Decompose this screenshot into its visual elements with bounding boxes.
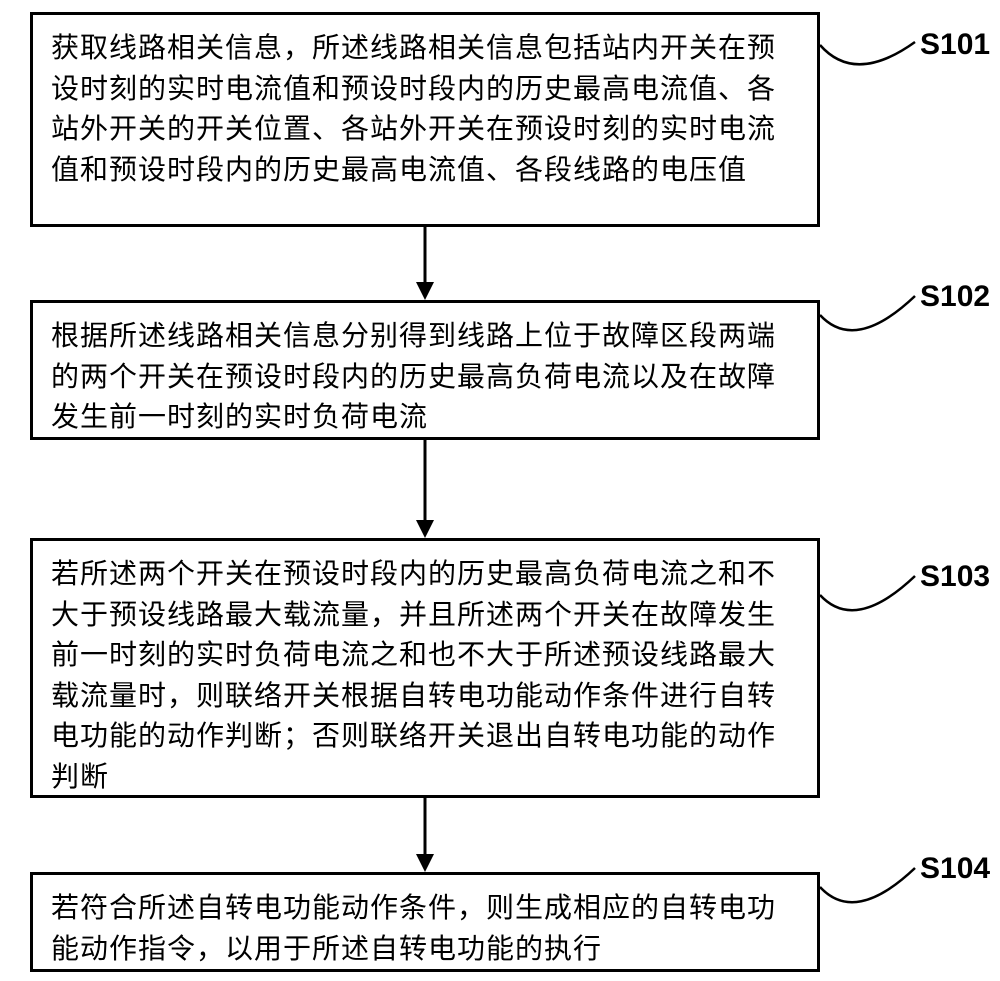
step-label-s103: S103 <box>920 560 990 594</box>
step-label-s101: S101 <box>920 28 990 62</box>
step-box-s102: 根据所述线路相关信息分别得到线路上位于故障区段两端的两个开关在预设时段内的历史最… <box>30 300 820 440</box>
step-box-s103: 若所述两个开关在预设时段内的历史最高负荷电流之和不大于预设线路最大载流量，并且所… <box>30 538 820 798</box>
arrow-head-2 <box>416 520 434 538</box>
flowchart-container: 获取线路相关信息，所述线路相关信息包括站内开关在预设时刻的实时电流值和预设时段内… <box>0 0 1000 981</box>
curve-s102 <box>820 296 915 330</box>
arrow-head-3 <box>416 854 434 872</box>
step-label-s104: S104 <box>920 852 990 886</box>
step-box-s101: 获取线路相关信息，所述线路相关信息包括站内开关在预设时刻的实时电流值和预设时段内… <box>30 12 820 227</box>
step-box-s104: 若符合所述自转电功能动作条件，则生成相应的自转电功能动作指令，以用于所述自转电功… <box>30 872 820 972</box>
step-text-s103: 若所述两个开关在预设时段内的历史最高负荷电流之和不大于预设线路最大载流量，并且所… <box>51 559 776 793</box>
step-text-s104: 若符合所述自转电功能动作条件，则生成相应的自转电功能动作指令，以用于所述自转电功… <box>51 893 776 965</box>
step-label-s102: S102 <box>920 280 990 314</box>
step-text-s101: 获取线路相关信息，所述线路相关信息包括站内开关在预设时刻的实时电流值和预设时段内… <box>51 33 776 186</box>
curve-s104 <box>820 868 915 902</box>
step-text-s102: 根据所述线路相关信息分别得到线路上位于故障区段两端的两个开关在预设时段内的历史最… <box>51 321 776 433</box>
curve-s103 <box>820 576 915 610</box>
arrow-head-1 <box>416 282 434 300</box>
curve-s101 <box>820 42 915 64</box>
